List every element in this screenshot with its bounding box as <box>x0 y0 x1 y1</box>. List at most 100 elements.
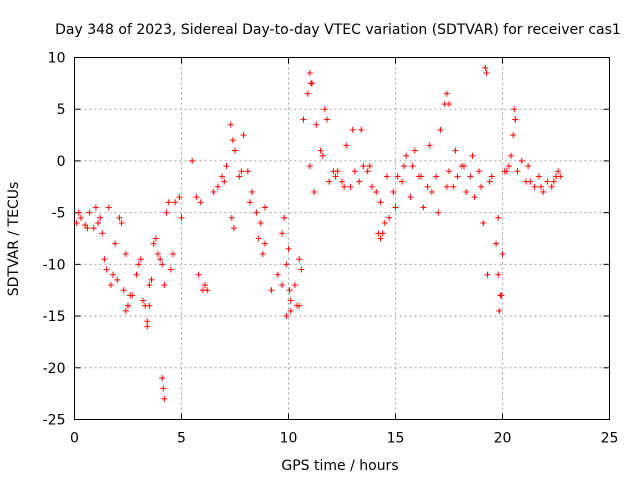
y-axis-label: SDTVAR / TECUs <box>6 182 22 297</box>
data-point-marker <box>90 225 97 232</box>
data-point-marker <box>110 271 117 278</box>
data-point-marker <box>120 287 127 294</box>
data-point-marker <box>527 178 534 185</box>
data-point-marker <box>92 204 99 211</box>
data-point-marker <box>505 163 512 170</box>
data-point-marker <box>499 251 506 258</box>
data-point-marker <box>510 132 517 139</box>
data-point-marker <box>411 147 418 154</box>
x-tick-label: 0 <box>70 431 79 447</box>
data-point-marker <box>229 137 236 144</box>
data-point-marker <box>146 282 153 289</box>
data-point-marker <box>401 163 408 170</box>
data-point-marker <box>347 183 354 190</box>
data-point-marker <box>435 209 442 216</box>
data-point-marker <box>469 152 476 159</box>
data-point-marker <box>144 323 151 330</box>
data-point-marker <box>227 121 234 128</box>
y-tick-label: 5 <box>57 102 66 118</box>
data-point-marker <box>210 188 217 195</box>
data-point-marker <box>148 276 155 283</box>
data-point-marker <box>460 163 467 170</box>
data-point-marker <box>495 271 502 278</box>
data-point-marker <box>390 188 397 195</box>
data-point-marker <box>514 168 521 175</box>
data-point-marker <box>291 282 298 289</box>
data-point-marker <box>236 173 243 180</box>
data-point-marker <box>73 219 80 226</box>
data-point-marker <box>394 173 401 180</box>
data-point-marker <box>287 297 294 304</box>
data-points <box>73 64 564 402</box>
data-point-marker <box>298 266 305 273</box>
data-point-marker <box>377 235 384 242</box>
y-ticks: -25 -20 -15 -10 -5 0 5 10 <box>43 51 610 429</box>
data-point-marker <box>493 240 500 247</box>
data-point-marker <box>97 214 104 221</box>
x-tick-label: 5 <box>177 431 186 447</box>
data-point-marker <box>471 194 478 201</box>
y-tick-label: -20 <box>43 361 66 377</box>
data-point-marker <box>223 163 230 170</box>
data-point-marker <box>279 230 286 237</box>
data-point-marker <box>339 178 345 185</box>
data-point-marker <box>204 287 211 294</box>
data-point-marker <box>392 204 399 211</box>
plot-frame <box>74 57 610 420</box>
x-tick-label: 15 <box>387 431 405 447</box>
data-point-marker <box>152 235 159 242</box>
data-point-marker <box>498 292 505 299</box>
data-point-marker <box>377 199 384 206</box>
data-point-marker <box>82 222 89 229</box>
data-point-marker <box>154 251 161 258</box>
data-point-marker <box>178 214 185 221</box>
data-point-marker <box>257 219 264 226</box>
data-point-marker <box>169 251 176 258</box>
data-point-marker <box>424 183 431 190</box>
data-point-marker <box>114 276 121 283</box>
data-point-marker <box>446 101 452 108</box>
data-point-marker <box>488 173 495 180</box>
data-point-marker <box>101 256 108 263</box>
data-point-marker <box>240 132 247 139</box>
data-point-marker <box>230 225 237 232</box>
data-point-marker <box>383 173 390 180</box>
data-point-marker <box>287 307 294 314</box>
data-point-marker <box>107 282 114 289</box>
data-point-marker <box>135 261 142 268</box>
data-point-marker <box>274 271 281 278</box>
data-point-marker <box>238 168 245 175</box>
data-point-marker <box>437 126 444 133</box>
data-point-marker <box>259 251 266 258</box>
data-point-marker <box>159 375 166 382</box>
data-point-marker <box>341 183 348 190</box>
chart-title: Day 348 of 2023, Sidereal Day-to-day VTE… <box>55 22 621 38</box>
data-point-marker <box>475 168 482 175</box>
data-point-marker <box>286 287 293 294</box>
data-point-marker <box>324 116 331 123</box>
data-point-marker <box>332 173 339 180</box>
y-tick-label: -15 <box>43 309 66 325</box>
data-point-marker <box>189 157 196 164</box>
data-point-marker <box>508 152 515 159</box>
data-point-marker <box>214 183 221 190</box>
data-point-marker <box>157 256 164 263</box>
data-point-marker <box>306 163 313 170</box>
data-point-marker <box>484 271 491 278</box>
data-point-marker <box>75 209 82 216</box>
data-point-marker <box>159 261 166 268</box>
data-point-marker <box>480 219 487 226</box>
data-point-marker <box>255 235 262 242</box>
data-point-marker <box>467 173 474 180</box>
data-point-marker <box>478 183 485 190</box>
data-point-marker <box>381 219 388 226</box>
data-point-marker <box>160 385 167 392</box>
y-tick-label: -10 <box>43 257 66 273</box>
data-point-marker <box>283 261 290 268</box>
data-point-marker <box>127 292 134 299</box>
data-point-marker <box>550 178 557 185</box>
x-tick-label: 10 <box>280 431 298 447</box>
data-point-marker <box>463 188 470 195</box>
data-point-marker <box>486 178 493 185</box>
